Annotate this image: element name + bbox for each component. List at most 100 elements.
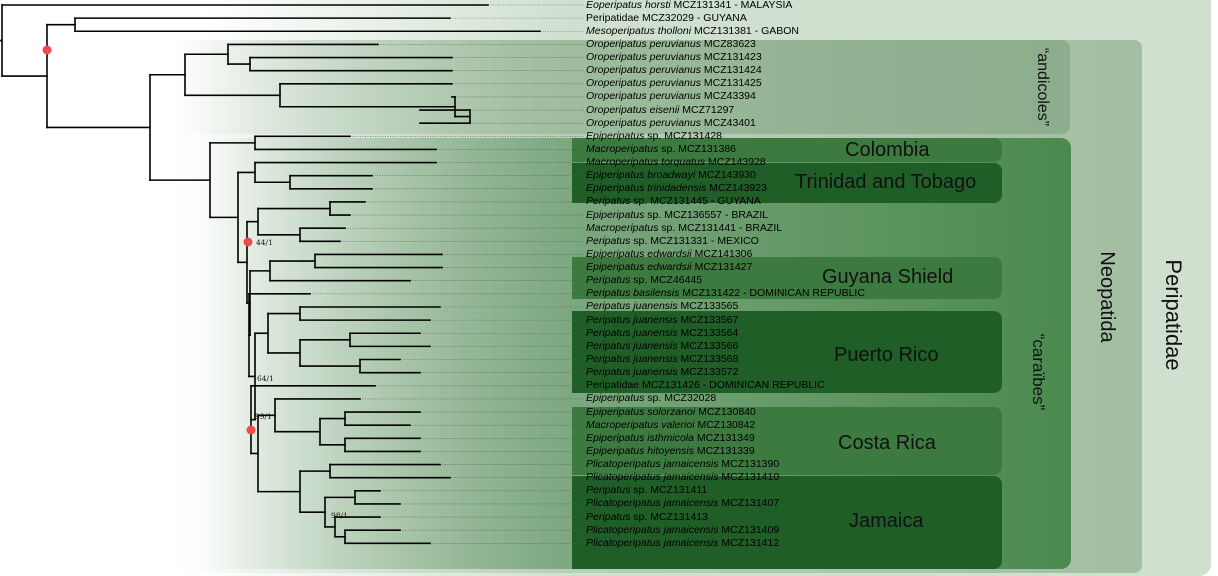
specimen-id: sp. MCZ131441 - BRAZIL — [658, 221, 783, 234]
specimen-id: MCZ133568 — [677, 353, 739, 365]
specimen-id: MCZ143923 — [706, 182, 767, 195]
specimen-id: sp. MCZ131411 — [630, 484, 708, 497]
tip-label: Peripatus basilensis MCZ131422 - DOMINIC… — [586, 287, 865, 300]
specimen-id: MCZ131422 - DOMINICAN REPUBLIC — [679, 287, 865, 300]
tip-label: Epiperipatus trinidadensis MCZ143923 — [586, 182, 767, 195]
tip-label: Peripatus sp. MCZ131331 - MEXICO — [586, 235, 759, 248]
specimen-id: MCZ131341 - MALAYSIA — [670, 0, 793, 11]
specimen-id: MCZ131407 — [718, 497, 780, 510]
specimen-id: MCZ133566 — [677, 339, 739, 352]
tip-label: Oroperipatus peruvianus MCZ43401 — [586, 117, 756, 130]
species-name: Peripatus juanensis — [586, 313, 678, 326]
guyana-shield-box — [572, 257, 1002, 299]
specimen-id: sp. MCZ136557 - BRAZIL — [644, 208, 769, 221]
puerto-rico-box — [572, 311, 1002, 393]
tip-label: Oroperipatus eisenii MCZ71297 — [586, 104, 734, 117]
species-name: Epiperipatus — [586, 208, 645, 221]
specimen-id: sp. MCZ131331 - MEXICO — [630, 234, 759, 247]
group-label-peripatidae: Peripatidae — [1161, 259, 1186, 371]
species-name: Peripatus — [586, 510, 631, 523]
species-name: Eoperipatus horsti — [586, 0, 671, 11]
tip-label: Macroperipatus valerioi MCZ130842 — [586, 419, 755, 432]
region-label-puerto-rico: Puerto Rico — [834, 344, 939, 366]
species-name: Peripatus juanensis — [586, 366, 678, 379]
species-name: Plicatoperipatus jamaicensis — [586, 458, 719, 471]
colombia-box — [572, 138, 1002, 162]
specimen-id: MCZ133572 — [677, 366, 739, 379]
tip-label: Oroperipatus peruvianus MCZ43394 — [586, 90, 756, 103]
specimen-id: MCZ43394 — [700, 90, 756, 103]
species-name: Peripatus — [586, 484, 631, 497]
species-name: Plicatoperipatus jamaicensis — [586, 497, 719, 510]
region-label-colombia: Colombia — [845, 139, 930, 161]
specimen-id: MCZ131381 - GABON — [691, 24, 800, 37]
species-name: Macroperipatus — [586, 221, 659, 234]
species-name: Peripatus — [586, 274, 631, 287]
tip-leader-lines — [310, 4, 584, 544]
tip-label: Macroperipatus sp. MCZ131386 — [586, 143, 736, 156]
tip-label: Eoperipatus horsti MCZ131341 - MALAYSIA — [586, 0, 792, 12]
node-markers — [42, 45, 256, 435]
specimen-id: Peripatidae MCZ32029 - GUYANA — [586, 11, 747, 24]
tip-label: Peripatus sp. MCZ46445 — [586, 274, 702, 287]
species-name: Oroperipatus peruvianus — [586, 64, 701, 77]
species-name: Oroperipatus eisenii — [586, 103, 680, 116]
tip-label: Peripatus juanensis MCZ133564 — [586, 327, 738, 340]
specimen-id: MCZ83623 — [700, 37, 756, 50]
tip-label: Macroperipatus torquatus MCZ143928 — [586, 156, 766, 169]
specimen-id: MCZ133565 — [677, 300, 739, 313]
tip-label: Epiperipatus sp. MCZ136557 - BRAZIL — [586, 209, 768, 222]
tip-label: Peripatus juanensis MCZ133572 — [586, 366, 738, 379]
specimen-id: MCZ130842 — [694, 418, 756, 431]
specimen-id: MCZ131409 — [718, 523, 780, 536]
species-name: Peripatus — [586, 234, 631, 247]
group-label-andicoles: “andicoles” — [1034, 47, 1051, 127]
species-name: Plicatoperipatus jamaicensis — [586, 471, 719, 484]
specimen-id: Peripatidae MCZ131426 - DOMINICAN REPUBL… — [586, 379, 825, 392]
specimen-id: MCZ131349 — [693, 431, 755, 444]
tip-label: Peripatus juanensis MCZ133566 — [586, 340, 738, 353]
specimen-id: sp. MCZ131386 — [658, 142, 736, 155]
species-name: Peripatus — [586, 195, 631, 208]
species-name: Macroperipatus valerioi — [586, 418, 695, 431]
tip-label: Oroperipatus peruvianus MCZ131425 — [586, 77, 762, 90]
tip-label: Oroperipatus peruvianus MCZ131423 — [586, 51, 762, 64]
tip-label: Oroperipatus peruvianus MCZ131424 — [586, 64, 762, 77]
tip-label: Epiperipatus sp. MCZ32028 — [586, 392, 716, 405]
andicoles-box — [172, 40, 1070, 134]
species-name: Epiperipatus — [586, 392, 645, 405]
species-name: Oroperipatus peruvianus — [586, 90, 701, 103]
specimen-id: sp. MCZ46445 — [630, 274, 703, 287]
species-name: Peripatus juanensis — [586, 326, 678, 339]
support-value: 64/1 — [257, 374, 274, 383]
species-name: Epiperipatus hitoyensis — [586, 444, 694, 457]
specimen-id: MCZ131423 — [700, 51, 762, 64]
region-label-trinidad: Trinidad and Tobago — [795, 171, 977, 193]
specimen-id: MCZ131412 — [718, 536, 780, 549]
specimen-id: MCZ141306 — [691, 247, 753, 260]
species-name: Oroperipatus peruvianus — [586, 77, 701, 90]
specimen-id: MCZ143930 — [695, 169, 756, 182]
specimen-id: MCZ133567 — [677, 313, 739, 326]
support-value: 44/1 — [256, 238, 273, 247]
tip-label: Peripatus juanensis MCZ133567 — [586, 314, 738, 327]
specimen-id: sp. MCZ32028 — [644, 392, 717, 405]
species-name: Epiperipatus isthmicola — [586, 431, 694, 444]
species-name: Peripatus juanensis — [586, 300, 678, 313]
tip-label: Plicatoperipatus jamaicensis MCZ131407 — [586, 497, 779, 510]
specimen-id: MCZ130840 — [695, 405, 756, 418]
specimen-id: MCZ131339 — [693, 444, 755, 457]
support-value: 98/1 — [331, 511, 348, 520]
specimen-id: MCZ133564 — [677, 326, 739, 339]
tip-label: Epiperipatus solorzanoi MCZ130840 — [586, 406, 756, 419]
tip-label: Macroperipatus sp. MCZ131441 - BRAZIL — [586, 222, 782, 235]
group-label-caraibes: “caraïbes” — [1029, 333, 1048, 411]
specimen-id: MCZ131427 — [691, 261, 753, 274]
tip-label: Plicatoperipatus jamaicensis MCZ131409 — [586, 524, 779, 537]
group-label-neopatida: Neopatida — [1096, 251, 1118, 343]
species-name: Peripatus juanensis — [586, 339, 678, 352]
species-name: Peripatus basilensis — [586, 287, 680, 300]
tip-label: Epiperipatus sp. MCZ131428 — [586, 130, 722, 143]
